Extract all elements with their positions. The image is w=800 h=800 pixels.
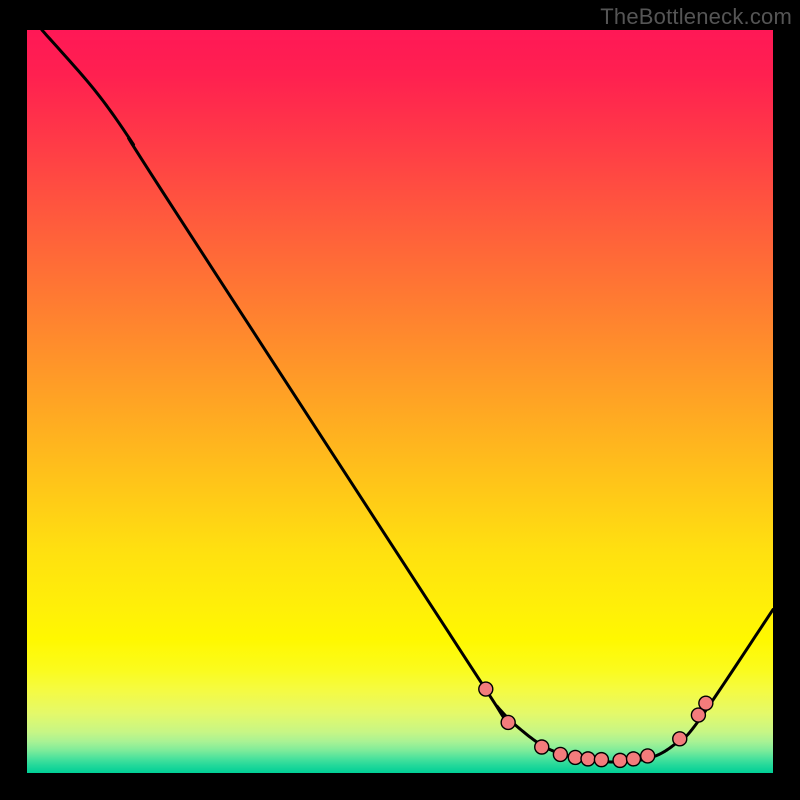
data-marker — [568, 750, 582, 764]
data-marker — [673, 732, 687, 746]
data-marker — [501, 715, 515, 729]
data-marker — [535, 740, 549, 754]
data-marker — [581, 752, 595, 766]
chart-svg — [27, 30, 773, 773]
data-marker — [479, 682, 493, 696]
data-marker — [627, 752, 641, 766]
data-marker — [613, 753, 627, 767]
bottleneck-chart — [27, 30, 773, 773]
data-marker — [594, 753, 608, 767]
data-marker — [641, 749, 655, 763]
data-marker — [699, 696, 713, 710]
chart-background — [27, 30, 773, 773]
data-marker — [553, 747, 567, 761]
attribution-text: TheBottleneck.com — [600, 4, 792, 30]
